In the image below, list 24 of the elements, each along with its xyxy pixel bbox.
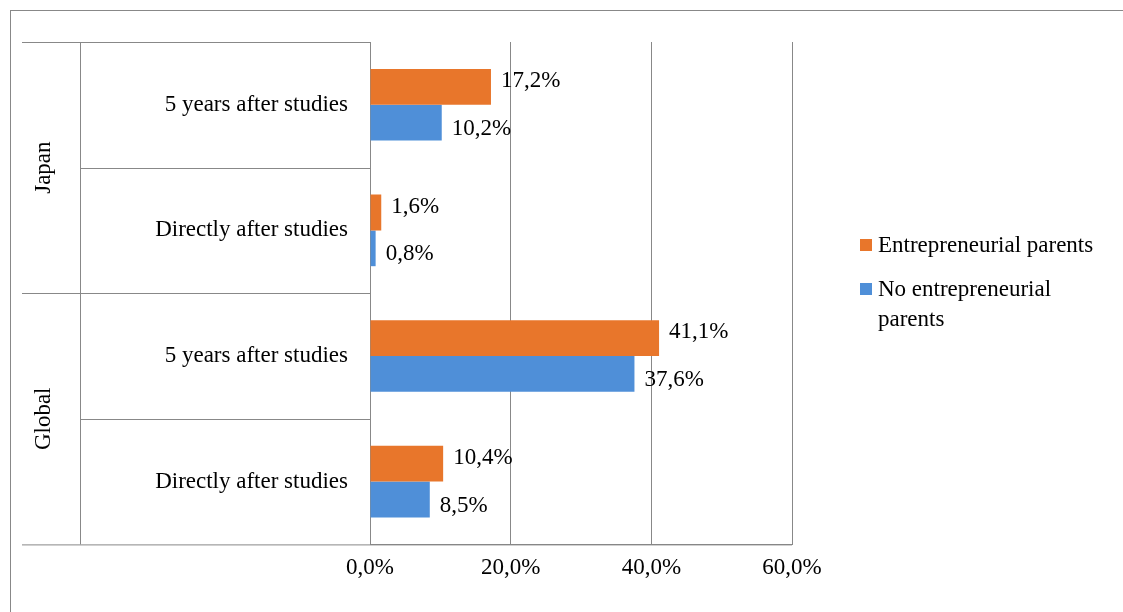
bar (370, 445, 444, 482)
data-label: 8,5% (439, 491, 488, 517)
x-tick-label: 60,0% (762, 554, 822, 580)
data-label: 37,6% (644, 365, 704, 391)
bar (370, 320, 660, 356)
legend-label: No entrepreneurial parents (878, 275, 1053, 333)
bar (370, 481, 430, 518)
data-label: 41,1% (669, 318, 729, 344)
x-tick-label: 40,0% (621, 554, 682, 580)
bar (370, 230, 376, 267)
bar (370, 194, 382, 231)
bar (370, 356, 635, 392)
x-tick-label: 20,0% (480, 554, 541, 580)
data-label: 10,2% (451, 114, 512, 140)
text: Global (30, 387, 56, 451)
x-tick-label: 0,0% (346, 554, 394, 580)
text: Japan (30, 140, 56, 194)
bar (370, 104, 442, 141)
data-label: 1,6% (391, 192, 440, 218)
bar (370, 69, 491, 105)
legend-label: Entrepreneurial parents (878, 231, 1094, 259)
data-label: 17,2% (500, 66, 561, 92)
data-label: 0,8% (385, 240, 434, 266)
data-label: 10,4% (453, 443, 513, 469)
